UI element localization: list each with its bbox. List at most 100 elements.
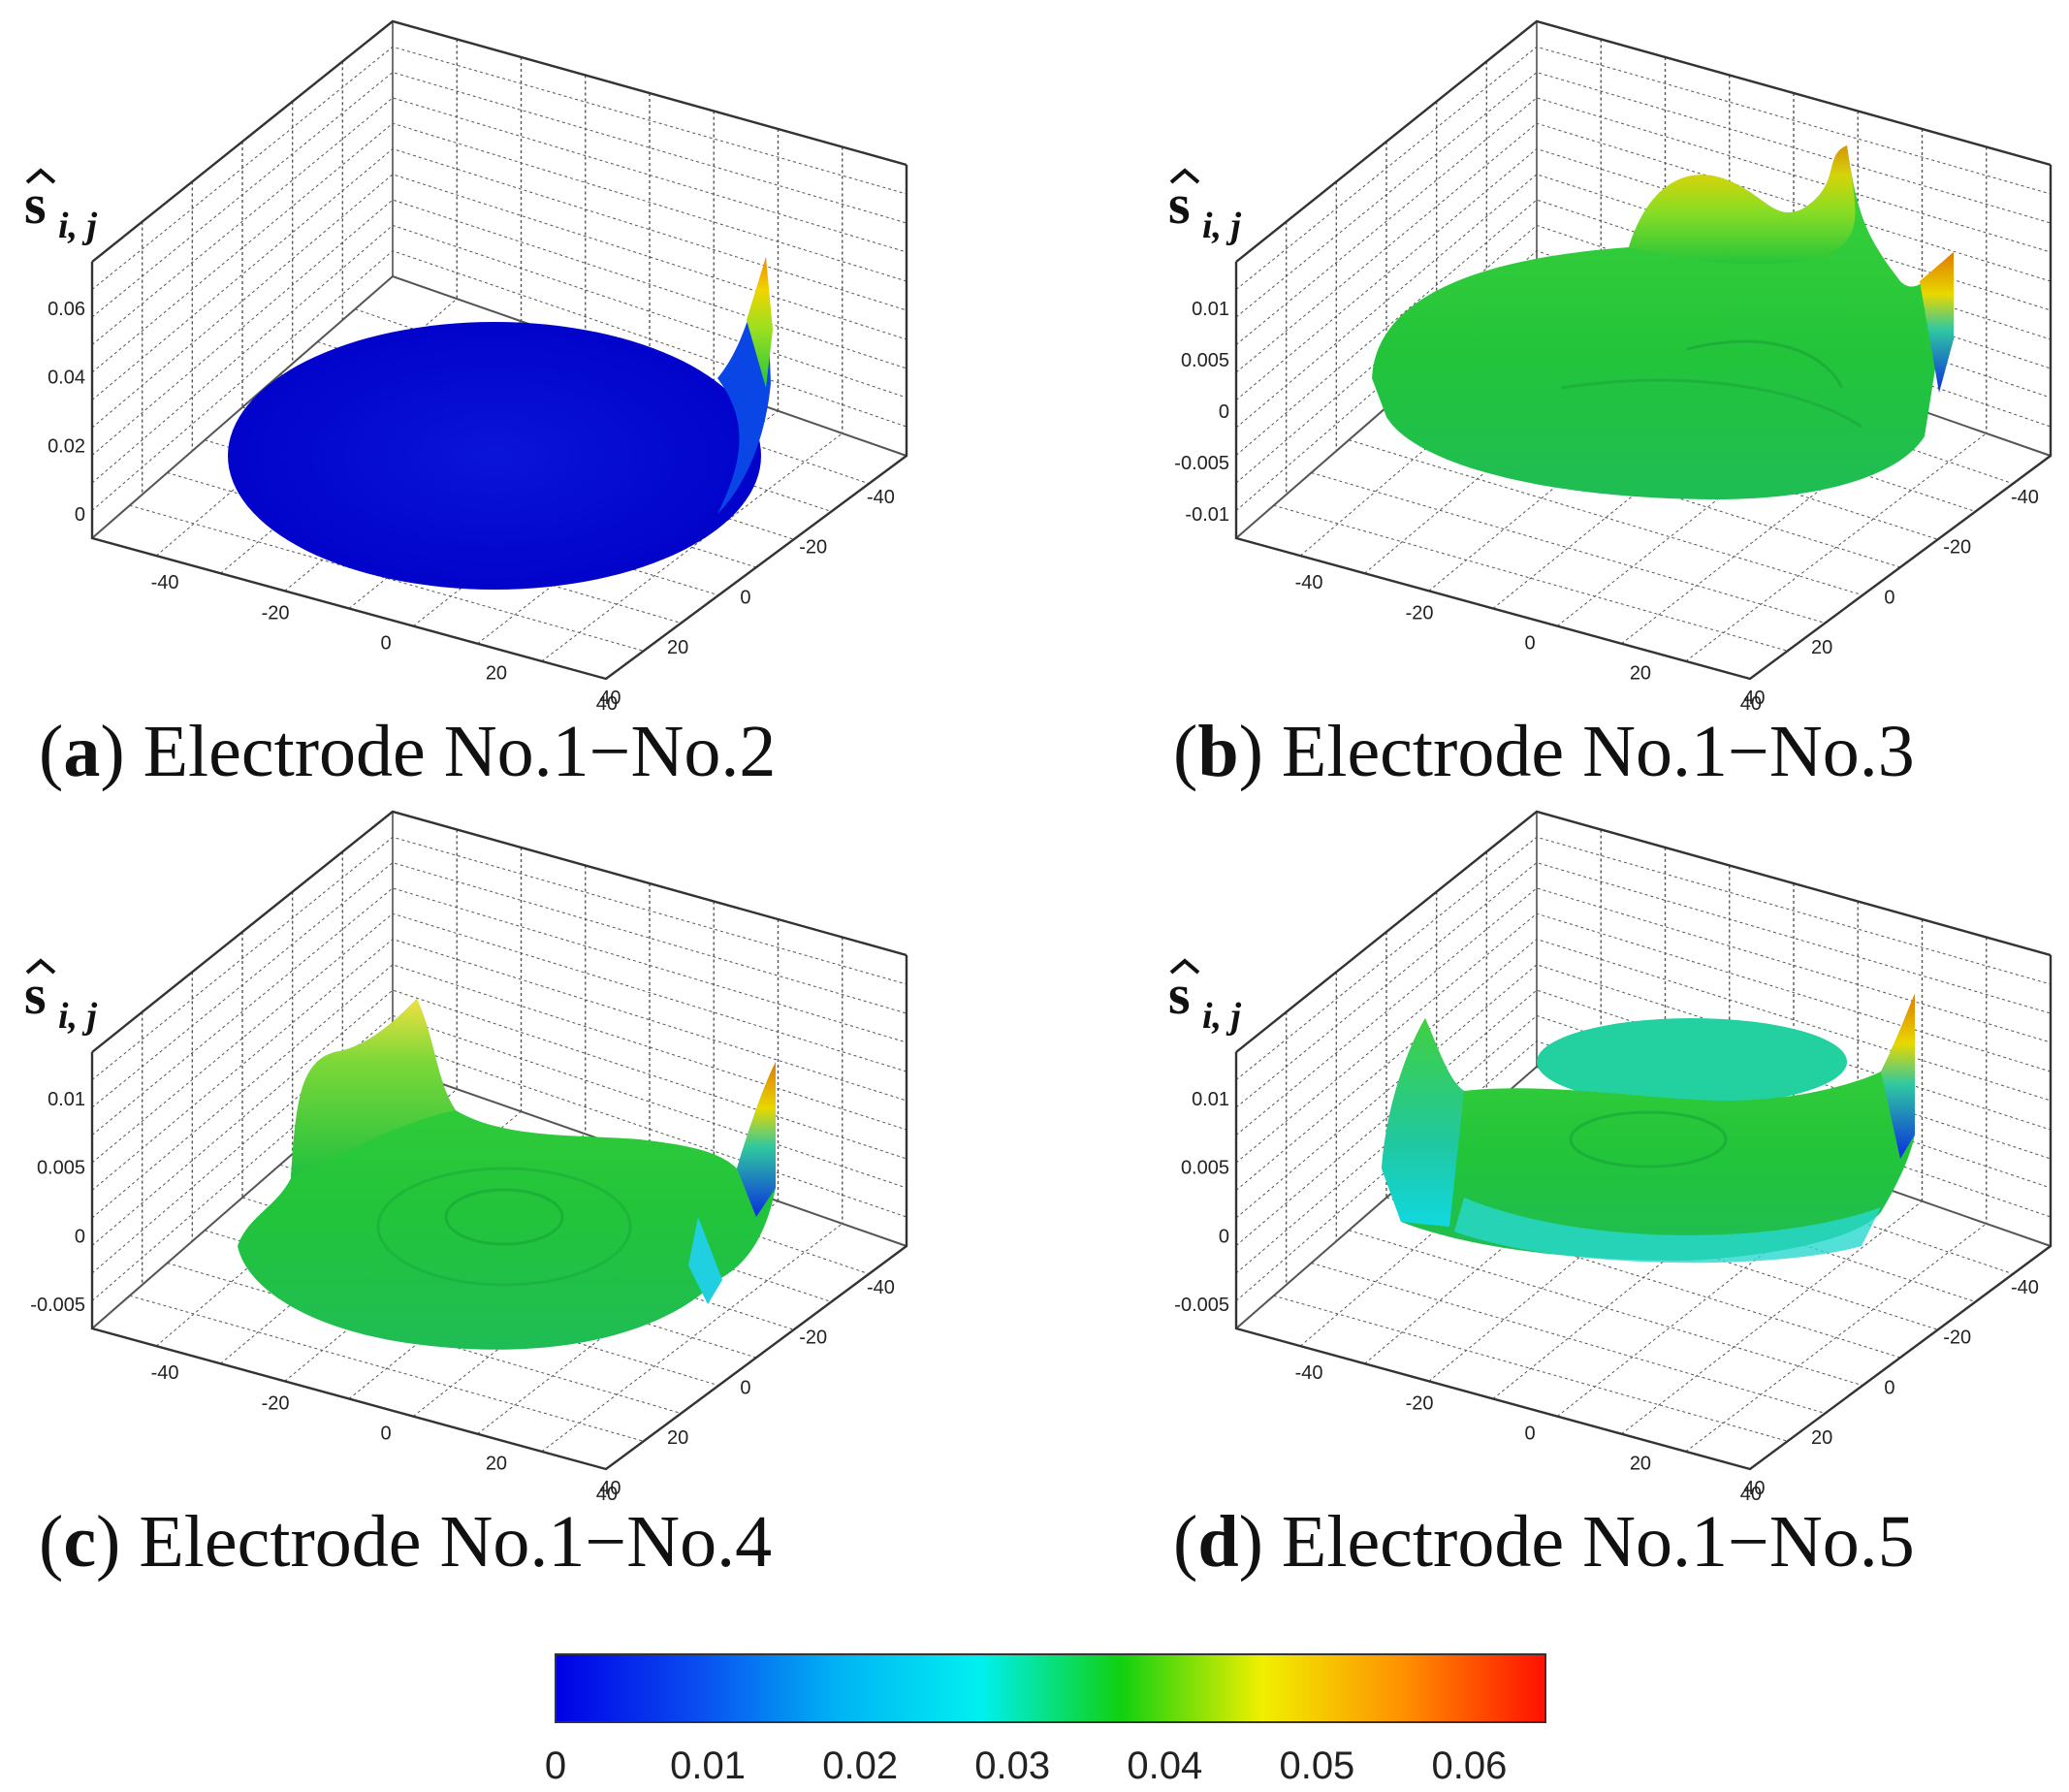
panel-b: 0.01 0.005 0 -0.005 -0.01 -40 -20 0 20 40 -40 -20 0 2…	[1168, 19, 2053, 792]
z-label-symbol: s	[24, 963, 47, 1026]
x-tick-label: -20	[262, 602, 290, 624]
x-tick-label: -40	[151, 572, 179, 593]
colorbar-tick-label: 0.03	[974, 1744, 1050, 1787]
z-tick-label: -0.005	[30, 1295, 85, 1316]
panel-caption: (d) Electrode No.1−No.5	[1173, 1501, 1915, 1583]
surface-back	[1537, 1018, 1847, 1105]
z-axis-label: s i, j	[1168, 958, 1242, 1037]
surface-body	[238, 999, 776, 1350]
z-tick-label: -0.005	[1174, 453, 1229, 474]
x-tick-label: 20	[1630, 1454, 1651, 1475]
z-tick-label: 0.005	[37, 1158, 85, 1179]
z-tick-label: 0	[1219, 401, 1229, 423]
z-tick-label: 0.005	[1181, 1158, 1229, 1179]
caption-text: Electrode No.1−No.5	[1282, 1501, 1915, 1583]
surface-ridge	[1629, 145, 1856, 265]
z-tick-label: 0.04	[48, 368, 85, 389]
colorbar-tick-label: 0.06	[1432, 1744, 1508, 1787]
y-tick-label: -40	[2011, 1277, 2039, 1298]
hat-accent	[1169, 168, 1200, 184]
z-tick-label: 0	[75, 504, 85, 526]
x-tick-label: 40	[596, 693, 618, 715]
x-tick-label: 40	[1740, 693, 1762, 715]
z-tick-label: 0	[75, 1226, 85, 1247]
x-tick-label: 0	[380, 633, 391, 655]
surface	[1372, 145, 1954, 499]
surface-contour	[444, 1188, 564, 1246]
z-tick-label: 0.01	[1192, 299, 1229, 320]
x-tick-label: -40	[1295, 572, 1323, 593]
caption-letter: d	[1197, 1501, 1238, 1583]
z-tick-label: 0	[1219, 1226, 1229, 1247]
y-tick-label: 0	[1884, 1377, 1894, 1398]
z-label-subscript: i, j	[58, 206, 98, 246]
surface-peak	[1920, 252, 1954, 393]
surface-wall	[1382, 1018, 1464, 1227]
colorbar-tick-label: 0	[545, 1744, 566, 1787]
z-label-subscript: i, j	[1202, 996, 1242, 1037]
panel-caption: (a) Electrode No.1−No.2	[39, 711, 776, 792]
y-tick-label: 40	[599, 688, 621, 709]
panel-caption: (b) Electrode No.1−No.3	[1173, 711, 1915, 792]
z-axis-label: s i, j	[24, 958, 98, 1037]
caption-text: Electrode No.1−No.2	[143, 711, 777, 792]
y-tick-label: 20	[1811, 637, 1832, 658]
hat-accent	[25, 958, 56, 975]
y-tick-label: -40	[2011, 487, 2039, 508]
x-tick-label: 20	[1630, 663, 1651, 685]
y-tick-label: -20	[799, 1328, 827, 1349]
z-label-symbol: s	[24, 173, 47, 236]
z-tick-label: 0.005	[1181, 350, 1229, 371]
y-tick-label: -40	[867, 1277, 895, 1298]
surface-contour	[1569, 1110, 1728, 1168]
colorbar: 0 0.01 0.02 0.03 0.04 0.05 0.06	[545, 1653, 1546, 1787]
z-tick-label: 0.01	[1192, 1089, 1229, 1110]
x-tick-label: 40	[596, 1484, 618, 1505]
x-tick-label: -20	[1406, 602, 1434, 624]
z-tick-label: -0.01	[1185, 504, 1229, 526]
y-tick-label: 20	[667, 1427, 688, 1449]
z-tick-label: -0.005	[1174, 1295, 1229, 1316]
x-tick-label: 0	[380, 1424, 391, 1445]
surface-contour	[1560, 378, 1862, 429]
z-label-subscript: i, j	[1202, 206, 1242, 246]
surface-contour	[1686, 339, 1844, 389]
x-tick-label: 0	[1524, 1424, 1535, 1445]
caption-text: Electrode No.1−No.3	[1282, 711, 1915, 792]
caption-letter: b	[1197, 711, 1238, 792]
surface	[1382, 994, 1915, 1264]
surface-contour	[376, 1167, 632, 1287]
panel-d: 0.01 0.005 0 -0.005 -40 -20 0 20 40 -40 -20 0 20 40 s i…	[1168, 810, 2053, 1583]
caption-text: Electrode No.1−No.4	[139, 1501, 772, 1583]
surface-body	[1382, 994, 1915, 1261]
surface-dip	[688, 1217, 722, 1304]
colorbar-bar	[555, 1653, 1546, 1723]
z-axis-label: s i, j	[24, 168, 98, 246]
caption-letter: a	[63, 711, 100, 792]
surface-peak	[737, 1062, 776, 1217]
x-tick-label: 0	[1524, 633, 1535, 655]
z-label-subscript: i, j	[58, 996, 98, 1037]
hat-accent	[1169, 958, 1200, 975]
y-tick-label: 0	[740, 587, 750, 608]
z-tick-label: 0.01	[48, 1089, 85, 1110]
y-tick-label: 20	[667, 637, 688, 658]
y-tick-label: -40	[867, 487, 895, 508]
colorbar-tick-label: 0.02	[822, 1744, 898, 1787]
x-tick-label: -20	[262, 1392, 290, 1414]
colorbar-tick-label: 0.05	[1279, 1744, 1354, 1787]
panel-c: 0.01 0.005 0 -0.005 -40 -20 0 20 40 -40 -20 0 20 40 s i…	[24, 810, 908, 1583]
panel-caption: (c) Electrode No.1−No.4	[39, 1501, 772, 1583]
y-tick-label: 0	[1884, 587, 1894, 608]
y-tick-label: 40	[1743, 688, 1765, 709]
z-label-symbol: s	[1168, 173, 1191, 236]
surface-ridge	[291, 999, 456, 1178]
z-tick-label: 0.06	[48, 299, 85, 320]
z-label-symbol: s	[1168, 963, 1191, 1026]
x-tick-label: 20	[486, 1454, 507, 1475]
surface-front	[1454, 1198, 1881, 1264]
surface	[238, 999, 776, 1350]
hat-accent	[25, 168, 56, 184]
colorbar-tick-label: 0.01	[670, 1744, 746, 1787]
x-tick-label: -40	[1295, 1362, 1323, 1384]
